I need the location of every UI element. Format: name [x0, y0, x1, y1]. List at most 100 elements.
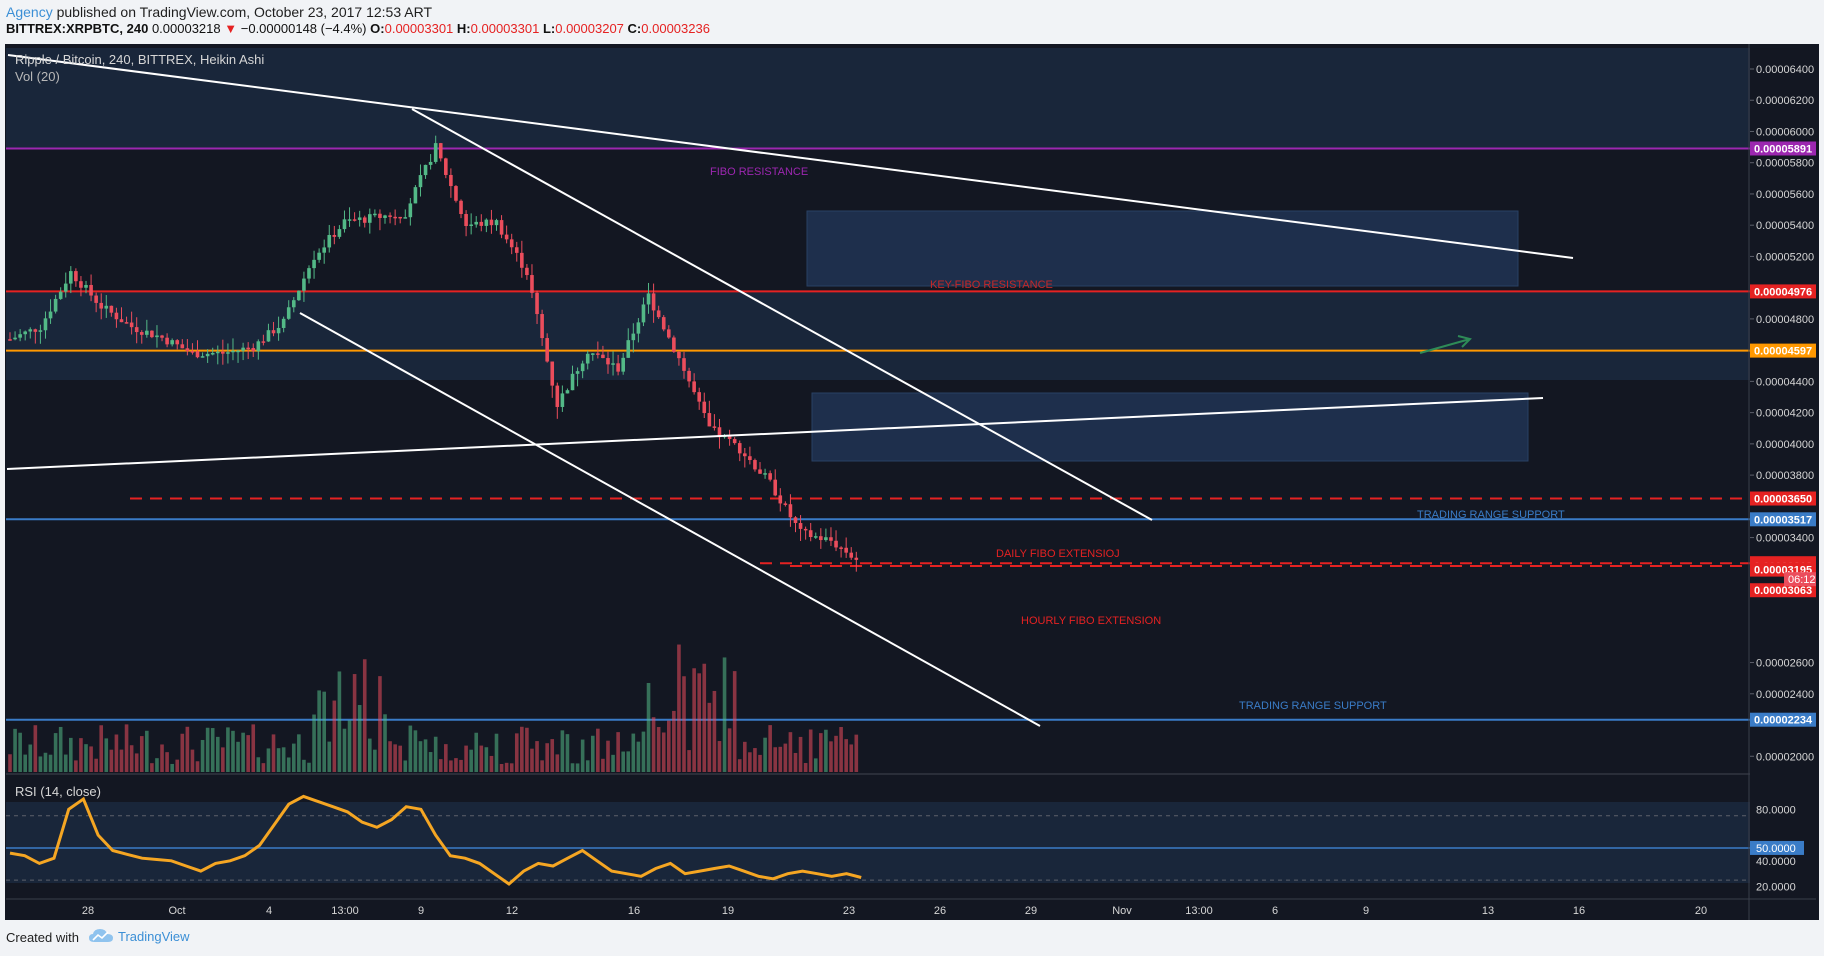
- volume-bar: [352, 674, 357, 772]
- volume-bar: [783, 743, 788, 772]
- volume-bar: [210, 728, 215, 772]
- candle-body: [53, 298, 58, 312]
- time-tick-label: 29: [1025, 905, 1037, 917]
- candle-body: [692, 381, 696, 393]
- price-change: −0.00000148 (−4.4%): [240, 21, 367, 36]
- candle-body: [454, 186, 458, 201]
- rsi-axis-ticks: 80.0000 50.000040.0000 20.0000: [1750, 804, 1804, 894]
- time-tick-label: 23: [843, 905, 855, 917]
- candle-body: [737, 443, 742, 454]
- chart-annotation[interactable]: FIBO RESISTANCE: [710, 166, 808, 178]
- projection-arrow[interactable]: [1419, 338, 1471, 354]
- candle-body: [433, 143, 438, 162]
- volume-bar: [423, 739, 428, 772]
- volume-bar: [109, 749, 114, 772]
- price-tick-label: 0.00005200: [1756, 251, 1814, 263]
- candle-body: [134, 327, 139, 333]
- volume-bar: [388, 741, 392, 772]
- candle-body: [378, 213, 382, 218]
- volume-bar: [509, 763, 514, 772]
- candle-body: [611, 363, 615, 365]
- candle-body: [514, 247, 519, 253]
- price-tick-label: 0.00004000: [1756, 439, 1814, 451]
- volume-bar: [788, 732, 793, 772]
- volume-bar: [444, 744, 448, 772]
- candle-body: [175, 340, 180, 345]
- time-tick-label: 9: [418, 905, 424, 917]
- volume-bar: [494, 733, 499, 772]
- quote-line: BITTREX:XRPBTC, 240 0.00003218 ▼ −0.0000…: [6, 21, 710, 36]
- candle-body: [606, 358, 610, 365]
- chart-annotation[interactable]: DAILY FIBO EXTENSIOJ: [996, 548, 1120, 560]
- time-tick-label: 16: [1573, 905, 1585, 917]
- main-legend[interactable]: Ripple / Bitcoin, 240, BITTREX, Heikin A…: [15, 52, 265, 67]
- candle-body: [616, 363, 620, 372]
- volume-bar: [368, 738, 372, 772]
- candle-body: [266, 330, 271, 342]
- price-tick-label: 0.00002600: [1756, 658, 1814, 670]
- volume-bar: [590, 735, 595, 772]
- chart-annotation[interactable]: TRADING RANGE SUPPORT: [1239, 700, 1387, 712]
- volume-bar: [281, 747, 286, 772]
- tradingview-link[interactable]: TradingView: [118, 928, 190, 944]
- price-tick-label: 0.00004400: [1756, 376, 1814, 388]
- rsi-legend[interactable]: RSI (14, close): [15, 784, 101, 799]
- candle-body: [124, 322, 129, 324]
- tradingview-brand[interactable]: TradingView: [88, 928, 190, 944]
- candle-body: [337, 229, 342, 237]
- time-tick-label: 6: [1272, 905, 1278, 917]
- volume-bar: [271, 734, 276, 772]
- candles: [8, 135, 859, 572]
- volume-bar: [717, 741, 722, 772]
- volume-legend[interactable]: Vol (20): [15, 69, 60, 84]
- volume-bar: [849, 744, 854, 772]
- price-level-badge: [1750, 141, 1816, 156]
- upper-trendline[interactable]: [7, 54, 1574, 259]
- volume-bar: [84, 744, 88, 772]
- price-tick-label: 0.00006400: [1756, 64, 1814, 76]
- rsi-tick-label: 20.0000: [1756, 882, 1796, 894]
- candle-body: [834, 540, 838, 548]
- candle-body: [236, 350, 240, 353]
- candle-body: [778, 495, 783, 504]
- channel-bottom-line[interactable]: [299, 312, 1041, 727]
- time-tick-label: Nov: [1112, 905, 1132, 917]
- countdown-label: 06:12: [1788, 574, 1816, 586]
- rising-trendline[interactable]: [6, 397, 1544, 470]
- candle-body: [646, 293, 651, 305]
- price-tick-label: 0.00005800: [1756, 158, 1814, 170]
- price-axis-ticks: 0.00006400 0.00006200 0.00006000 0.00005800…: [1750, 64, 1814, 763]
- chart-annotation[interactable]: HOURLY FIBO EXTENSION: [1021, 615, 1161, 627]
- chart-annotation[interactable]: TRADING RANGE SUPPORT: [1417, 509, 1565, 521]
- volume-bar: [489, 755, 494, 772]
- candle-body: [210, 353, 215, 355]
- volume-bar: [332, 700, 337, 772]
- candle-body: [145, 330, 149, 335]
- volume-bar: [778, 746, 783, 772]
- candle-body: [697, 392, 702, 402]
- candle-body: [231, 350, 235, 353]
- volume-bar: [737, 759, 742, 772]
- volume-bar: [317, 690, 321, 772]
- candle-body: [408, 203, 413, 218]
- candle-body: [580, 363, 585, 372]
- time-axis-ticks[interactable]: 28 Oct 4 13:00 9 12 16 19 23 26 29 Nov 13:00 6 9 13 16 20: [82, 905, 1707, 917]
- price-level-badge: [1750, 712, 1816, 727]
- rsi-tick-label: 80.0000: [1756, 804, 1796, 816]
- candle-body: [824, 537, 828, 541]
- candle-body: [788, 504, 793, 518]
- volume-bar: [337, 671, 342, 772]
- candle-body: [362, 217, 367, 223]
- candle-body: [170, 340, 174, 345]
- author-link[interactable]: Agency: [6, 4, 53, 20]
- candle-body: [621, 357, 625, 372]
- volume-bar: [327, 741, 332, 772]
- chart-annotation[interactable]: KEY-FIBO RESISTANCE: [930, 279, 1053, 291]
- volume-bar: [28, 744, 33, 772]
- candle-body: [423, 164, 428, 176]
- candle-body: [18, 334, 22, 338]
- channel-top-line[interactable]: [411, 108, 1153, 521]
- candle-body: [322, 247, 326, 253]
- price-axis[interactable]: [1750, 44, 1816, 920]
